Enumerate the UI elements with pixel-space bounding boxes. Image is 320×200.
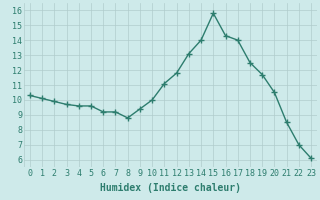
X-axis label: Humidex (Indice chaleur): Humidex (Indice chaleur) bbox=[100, 183, 241, 193]
